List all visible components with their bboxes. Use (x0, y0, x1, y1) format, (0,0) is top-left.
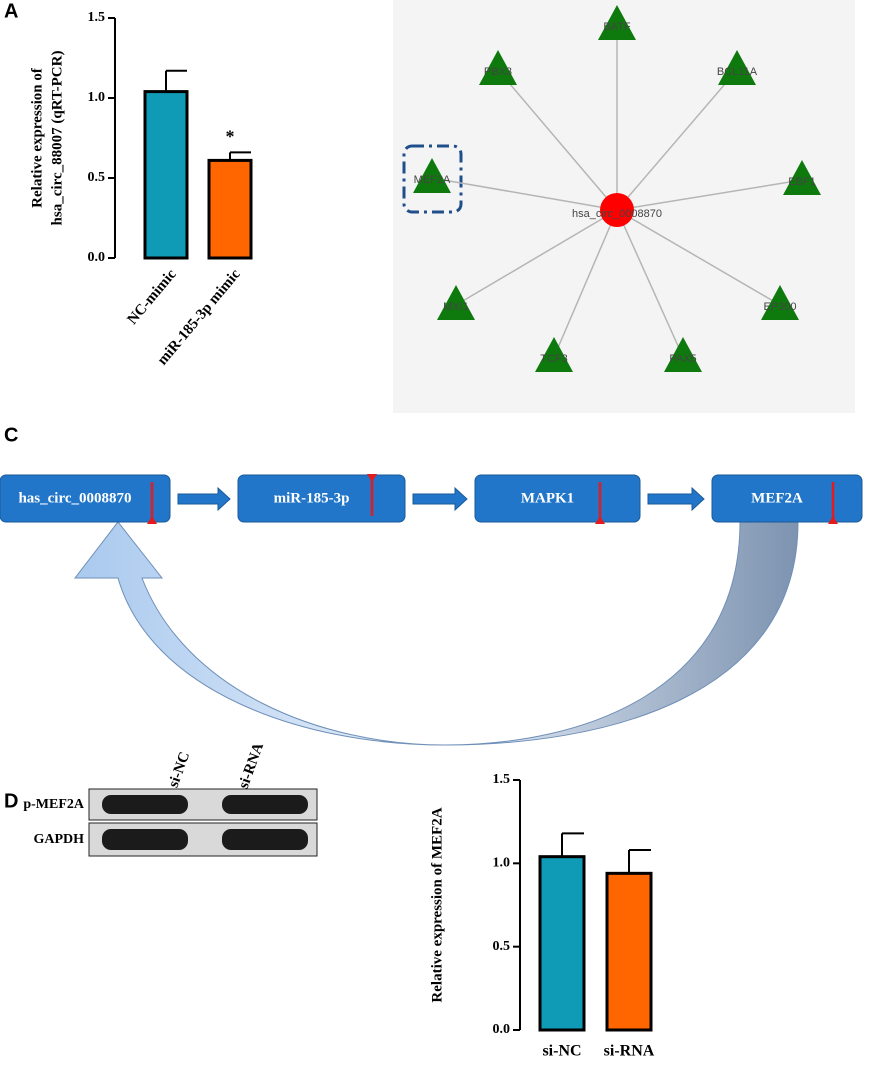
bar (538, 855, 586, 1032)
y-tick-label: 0.5 (493, 939, 511, 954)
trend-arrowhead (367, 474, 377, 482)
highlight-box (402, 144, 463, 214)
network-node (783, 160, 821, 195)
bar (143, 90, 189, 260)
network-node (535, 337, 573, 372)
lane-label: si-NC (166, 750, 194, 790)
trend-arrowhead (595, 516, 605, 524)
x-tick-label: si-NC (542, 1043, 581, 1060)
lane-label: si-RNA (236, 741, 267, 791)
network-edge (616, 209, 781, 306)
network-edge (616, 209, 684, 358)
network-node (664, 337, 702, 372)
center-node (600, 193, 634, 227)
row-label: p-MEF2A (23, 797, 85, 812)
blot-band (222, 795, 308, 814)
y-tick-label: 1.5 (493, 772, 511, 787)
bar (207, 158, 253, 260)
trend-arrowhead (147, 516, 157, 524)
y-tick-label: 1.5 (88, 10, 106, 25)
y-axis-label: Relative expression of (29, 67, 45, 208)
flow-arrow (177, 486, 231, 512)
western-blot (88, 788, 318, 857)
network-node (479, 50, 517, 85)
node-label: TCF3 (540, 353, 568, 365)
flow-label: miR-185-3p (274, 490, 350, 506)
flow-box (0, 474, 171, 523)
node-label: PAX5 (669, 353, 696, 365)
network-node (598, 5, 636, 40)
network-edge (431, 177, 618, 211)
y-tick-label: 1.0 (493, 856, 511, 871)
node-label: MEF2A (414, 174, 451, 186)
node-label: MXI1 (443, 301, 469, 313)
node-label: EBF1 (788, 176, 816, 188)
y-tick-label: 0.0 (493, 1022, 511, 1037)
network-edge (616, 69, 738, 211)
blot-band (102, 829, 188, 850)
flow-label: MEF2A (751, 490, 803, 506)
y-tick-label: 0.0 (88, 250, 106, 265)
flow-arrow (412, 486, 468, 512)
network-edge (497, 69, 618, 211)
bar (605, 871, 653, 1032)
network-node (761, 285, 799, 320)
panel-label: C (4, 424, 18, 446)
significance: * (226, 127, 235, 147)
flow-box (711, 474, 863, 523)
x-tick-label: NC-mimic (125, 266, 180, 328)
flow-label: MAPK1 (521, 490, 574, 506)
y-tick-label: 1.0 (88, 90, 106, 105)
flow-arrow (647, 486, 705, 512)
node-label: BATF (603, 21, 631, 33)
network-node (437, 285, 475, 320)
node-label: BCL11A (717, 66, 758, 78)
node-label: EP300 (763, 301, 796, 313)
network-edge (553, 209, 618, 358)
flow-box (237, 474, 406, 523)
panel-label: D (4, 790, 18, 812)
flow-label: has_circ_0008870 (18, 490, 131, 506)
network-node (718, 50, 756, 85)
y-tick-label: 0.5 (88, 170, 106, 185)
feedback-arrow (73, 521, 799, 746)
blot-band (222, 829, 308, 850)
trend-arrowhead (828, 516, 838, 524)
panel-label: A (4, 0, 18, 22)
center-label: hsa_circ_0008870 (572, 208, 662, 220)
network-edge (455, 209, 618, 306)
network-node (413, 158, 451, 193)
network-edge (616, 179, 803, 211)
y-axis-label: hsa_circ_88007 (qRT-PCR) (49, 51, 65, 226)
node-label: PBX3 (484, 66, 512, 78)
blot-band (102, 795, 188, 814)
y-axis-label: Relative expression of MEF2A (429, 807, 445, 1002)
x-tick-label: si-RNA (604, 1043, 655, 1060)
row-label: GAPDH (33, 832, 84, 847)
